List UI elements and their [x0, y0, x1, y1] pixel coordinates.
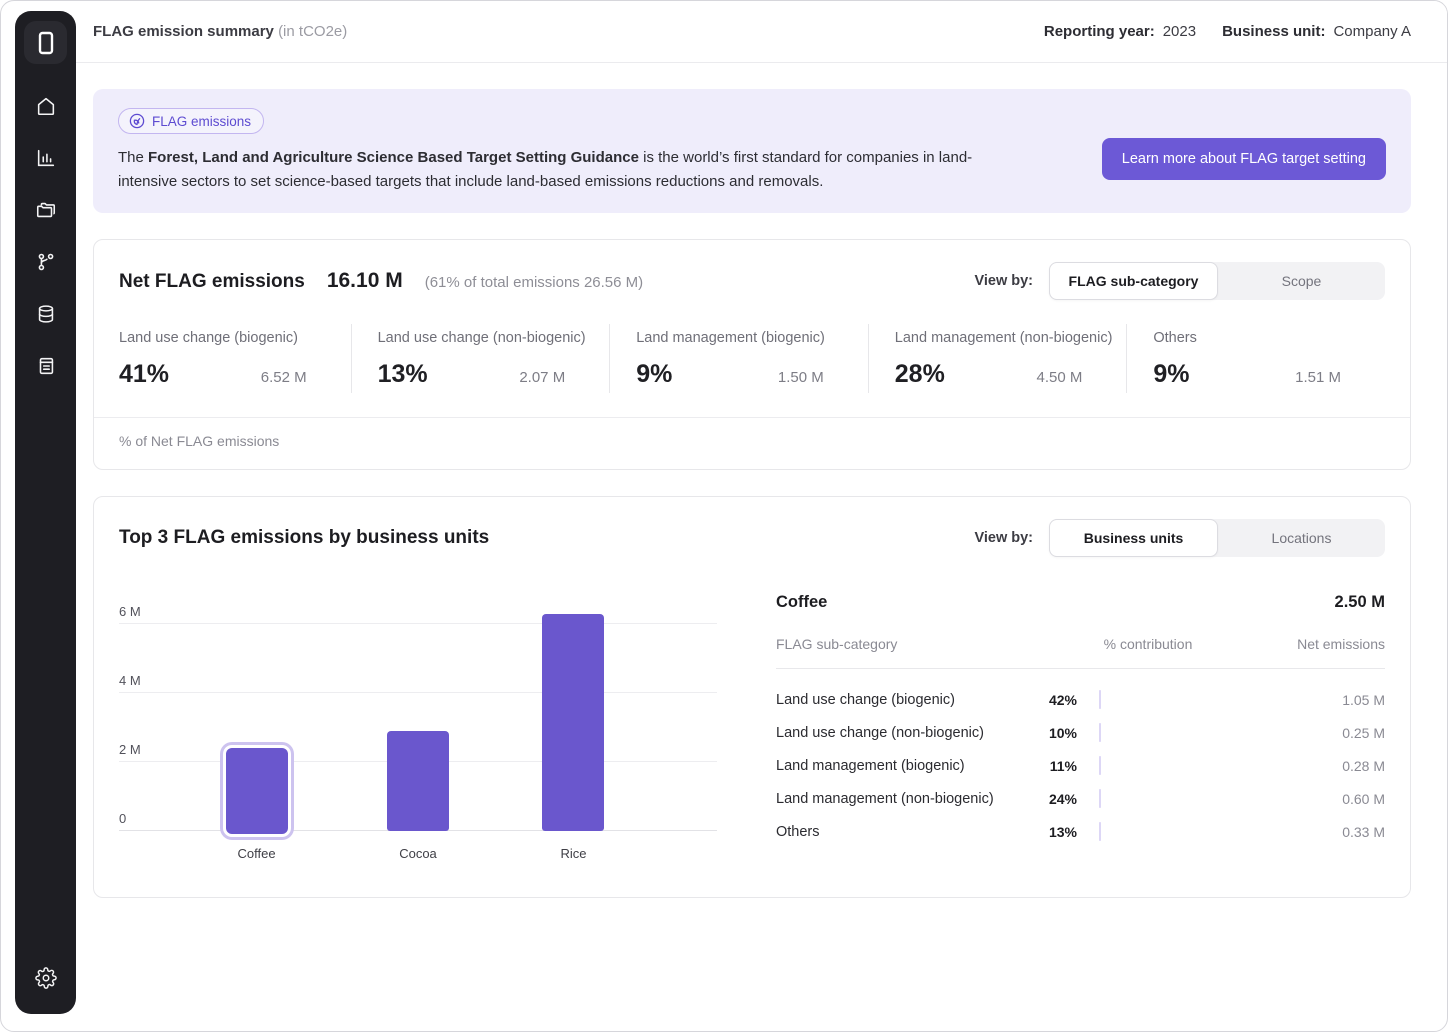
- notebook-icon[interactable]: [28, 348, 64, 384]
- business-unit-value: Company A: [1333, 23, 1411, 40]
- detail-table-rows: Land use change (biogenic) 42% 1.05 M La…: [776, 683, 1385, 848]
- table-row: Land use change (biogenic) 42% 1.05 M: [776, 689, 1385, 709]
- database-icon[interactable]: [28, 296, 64, 332]
- net-total-value: 16.10 M: [326, 269, 403, 292]
- x-category-label: Cocoa: [399, 846, 437, 861]
- chart-bar-rice[interactable]: [542, 613, 605, 831]
- business-unit: Business unit: Company A: [1222, 23, 1411, 40]
- top3-view-toggle: Business units Locations: [1049, 519, 1385, 557]
- x-category-label: Coffee: [237, 846, 276, 861]
- toggle-locations[interactable]: Locations: [1271, 530, 1332, 546]
- view-by-label: View by:: [974, 273, 1033, 289]
- net-total-note: (61% of total emissions 26.56 M): [424, 274, 644, 291]
- net-stats-row: Land use change (biogenic) 41% 6.52 M Lan…: [94, 316, 1410, 417]
- app-logo[interactable]: [24, 21, 67, 64]
- stat-land-management-non-biogenic: Land management (non-biogenic) 28% 4.50 M: [867, 324, 1127, 393]
- x-category-label: Rice: [560, 846, 587, 861]
- stat-abs: 1.51 M: [1295, 369, 1341, 386]
- page-title-unit: (in tCO2e): [278, 23, 348, 40]
- home-icon[interactable]: [28, 88, 64, 124]
- detail-total: 2.50 M: [1334, 593, 1385, 611]
- contribution-bar: [1099, 755, 1101, 775]
- top3-card-title: Top 3 FLAG emissions by business units: [119, 527, 490, 548]
- flag-emissions-badge: FLAG emissions: [118, 108, 265, 134]
- hierarchy-icon[interactable]: [28, 244, 64, 280]
- stat-land-management-biogenic: Land management (biogenic) 9% 1.50 M: [609, 324, 868, 393]
- net-card-footnote: % of Net FLAG emissions: [94, 417, 1410, 469]
- stat-pct: 41%: [119, 360, 170, 388]
- reporting-year-value: 2023: [1162, 23, 1197, 40]
- bar-chart-icon[interactable]: [28, 140, 64, 176]
- chart-bar-coffee[interactable]: [225, 747, 288, 834]
- gridline-6: 6 M: [119, 604, 717, 625]
- table-row: Land management (non-biogenic) 24% 0.60 …: [776, 788, 1385, 808]
- stat-land-use-change-biogenic: Land use change (biogenic) 41% 6.52 M: [119, 330, 307, 388]
- top-bar: FLAG emission summary (in tCO2e) Reporti…: [76, 1, 1447, 63]
- y-tick-label: 0: [119, 811, 127, 826]
- learn-more-flag-button[interactable]: Learn more about FLAG target setting: [1101, 138, 1386, 180]
- chart-bar-cocoa[interactable]: [387, 730, 449, 831]
- net-card-title: Net FLAG emissions: [119, 271, 305, 292]
- flag-info-banner: FLAG emissions The Forest, Land and Agri…: [93, 89, 1411, 213]
- col-flag-subcategory: FLAG sub-category: [776, 636, 898, 652]
- page-title: FLAG emission summary (in tCO2e): [93, 23, 348, 40]
- stat-pct: 13%: [377, 360, 428, 388]
- table-row: Land use change (non-biogenic) 10% 0.25 …: [776, 722, 1385, 742]
- stat-pct: 28%: [894, 360, 945, 388]
- settings-gear-icon[interactable]: [28, 960, 64, 996]
- stat-abs: 1.50 M: [777, 369, 824, 386]
- stat-pct: 9%: [1153, 360, 1190, 388]
- stat-abs: 6.52 M: [260, 369, 307, 386]
- net-flag-emissions-card: Net FLAG emissions 16.10 M (61% of total…: [93, 239, 1411, 470]
- toggle-scope[interactable]: Scope: [1281, 273, 1322, 289]
- net-view-toggle: FLAG sub-category Scope: [1049, 262, 1385, 300]
- detail-table-header: FLAG sub-category % contribution Net emi…: [776, 636, 1385, 669]
- y-tick-label: 4 M: [119, 673, 141, 689]
- toggle-business-units[interactable]: Business units: [1049, 519, 1218, 557]
- stat-pct: 9%: [636, 360, 673, 388]
- bar-chart: 6 M 4 M 2 M 0 Coffee Cocoa Rice: [119, 579, 744, 861]
- y-tick-label: 6 M: [119, 604, 141, 620]
- contribution-bar: [1099, 821, 1101, 841]
- col-contribution: % contribution: [1103, 636, 1193, 652]
- business-unit-detail-panel: Coffee 2.50 M FLAG sub-category % contri…: [776, 579, 1385, 861]
- toggle-flag-subcategory[interactable]: FLAG sub-category: [1049, 262, 1218, 300]
- chart-plot-area: 6 M 4 M 2 M 0 Coffee Cocoa Rice: [119, 593, 717, 861]
- gridline-4: 4 M: [119, 673, 717, 694]
- flag-description: The Forest, Land and Agriculture Science…: [118, 149, 973, 190]
- table-row: Others 13% 0.33 M: [776, 821, 1385, 841]
- folders-icon[interactable]: [28, 192, 64, 228]
- detail-name: Coffee: [776, 593, 828, 611]
- contribution-bar: [1099, 689, 1101, 709]
- contribution-bar: [1099, 788, 1101, 808]
- stat-abs: 4.50 M: [1036, 369, 1083, 386]
- reporting-year: Reporting year: 2023: [1043, 23, 1197, 40]
- view-by-label: View by:: [974, 530, 1033, 546]
- col-net-emissions: Net emissions: [1297, 636, 1385, 652]
- table-row: Land management (biogenic) 11% 0.28 M: [776, 755, 1385, 775]
- stat-others: Others 9% 1.51 M: [1126, 324, 1385, 393]
- sidebar-nav: [28, 88, 64, 384]
- top3-flag-emissions-card: Top 3 FLAG emissions by business units V…: [93, 496, 1411, 898]
- y-tick-label: 2 M: [119, 742, 141, 758]
- flag-badge-label: FLAG emissions: [152, 113, 252, 129]
- leaf-icon: [129, 113, 145, 129]
- stat-abs: 2.07 M: [519, 369, 566, 386]
- contribution-bar: [1099, 722, 1101, 742]
- sidebar: [15, 11, 76, 1014]
- stat-land-use-change-non-biogenic: Land use change (non-biogenic) 13% 2.07 M: [350, 324, 610, 393]
